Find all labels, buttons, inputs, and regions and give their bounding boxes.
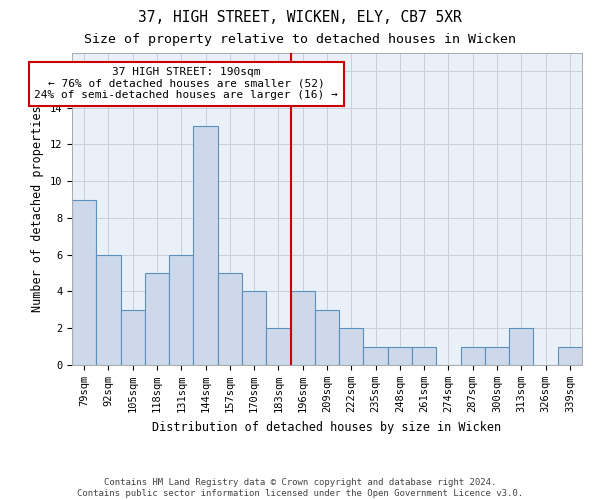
Bar: [169, 254, 193, 365]
Bar: [461, 346, 485, 365]
Bar: [218, 273, 242, 365]
Bar: [364, 346, 388, 365]
Bar: [242, 292, 266, 365]
Y-axis label: Number of detached properties: Number of detached properties: [31, 106, 44, 312]
Bar: [96, 254, 121, 365]
Bar: [509, 328, 533, 365]
Bar: [558, 346, 582, 365]
Bar: [412, 346, 436, 365]
Bar: [266, 328, 290, 365]
Bar: [290, 292, 315, 365]
Text: 37 HIGH STREET: 190sqm
← 76% of detached houses are smaller (52)
24% of semi-det: 37 HIGH STREET: 190sqm ← 76% of detached…: [34, 67, 338, 100]
Bar: [388, 346, 412, 365]
Bar: [193, 126, 218, 365]
Bar: [121, 310, 145, 365]
Bar: [145, 273, 169, 365]
Bar: [72, 200, 96, 365]
Bar: [339, 328, 364, 365]
X-axis label: Distribution of detached houses by size in Wicken: Distribution of detached houses by size …: [152, 420, 502, 434]
Bar: [315, 310, 339, 365]
Bar: [485, 346, 509, 365]
Text: Size of property relative to detached houses in Wicken: Size of property relative to detached ho…: [84, 32, 516, 46]
Text: 37, HIGH STREET, WICKEN, ELY, CB7 5XR: 37, HIGH STREET, WICKEN, ELY, CB7 5XR: [138, 10, 462, 25]
Text: Contains HM Land Registry data © Crown copyright and database right 2024.
Contai: Contains HM Land Registry data © Crown c…: [77, 478, 523, 498]
